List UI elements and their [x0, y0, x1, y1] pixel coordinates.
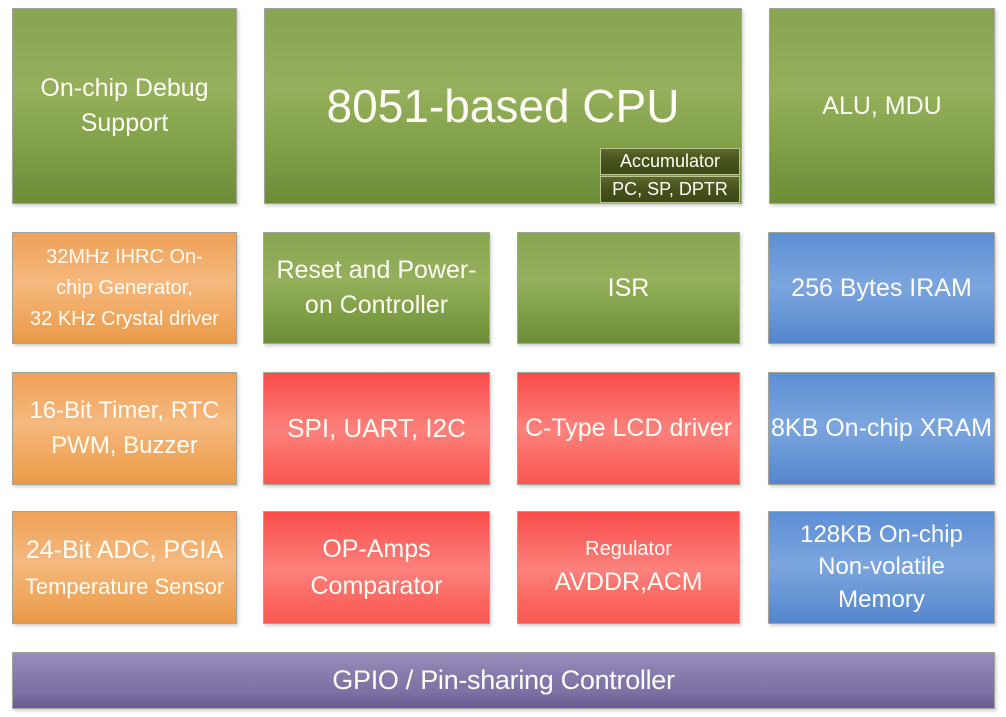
block-label: C-Type LCD driver [525, 414, 732, 442]
block-label-line: 128KB On-chip [800, 520, 963, 548]
block-label-line: chip Generator, [56, 276, 193, 299]
block-nonvolatile-memory: 128KB On-chip Non-volatile Memory [768, 511, 995, 624]
block-label-line: Non-volatile [818, 553, 945, 581]
block-adc-pgia-temp-sensor: 24-Bit ADC, PGIA Temperature Sensor [12, 511, 237, 624]
block-label: GPIO / Pin-sharing Controller [332, 665, 675, 695]
block-label-line: Support [80, 109, 169, 137]
block-opamps-comparator: OP-Amps Comparator [263, 511, 490, 624]
block-xram: 8KB On-chip XRAM [768, 372, 995, 485]
block-label: 8KB On-chip XRAM [771, 414, 992, 442]
block-label-line: Temperature Sensor [24, 573, 225, 599]
block-gpio-pin-sharing-controller: GPIO / Pin-sharing Controller [12, 652, 995, 709]
block-label-line: Comparator [310, 571, 443, 600]
block-alu-mdu: ALU, MDU [769, 8, 995, 204]
block-label-line: Memory [838, 585, 925, 613]
cpu-register-group: Accumulator PC, SP, DPTR [600, 147, 740, 203]
block-lcd-driver: C-Type LCD driver [517, 372, 740, 485]
cpu-title: 8051-based CPU [326, 80, 680, 132]
block-spi-uart-i2c: SPI, UART, I2C [263, 372, 490, 485]
block-iram: 256 Bytes IRAM [768, 232, 995, 344]
block-reset-power-on-controller: Reset and Power- on Controller [263, 232, 490, 344]
block-label-line: 16-Bit Timer, RTC [29, 396, 220, 424]
block-regulator: Regulator AVDDR,ACM [517, 511, 740, 624]
block-label: 256 Bytes IRAM [791, 273, 972, 302]
registers-label: PC, SP, DPTR [612, 179, 728, 199]
block-onchip-debug-support: On-chip Debug Support [12, 8, 237, 204]
block-label: SPI, UART, I2C [287, 413, 466, 443]
block-label-line: On-chip Debug [40, 74, 209, 102]
block-pc-sp-dptr: PC, SP, DPTR [600, 176, 740, 203]
block-label: ALU, MDU [822, 91, 942, 120]
block-label: ISR [607, 273, 650, 302]
block-label-line: 32MHz IHRC On- [46, 245, 203, 268]
block-label-line: OP-Amps [322, 535, 431, 564]
block-oscillator: 32MHz IHRC On- chip Generator, 32 KHz Cr… [12, 232, 237, 344]
block-label-line: Reset and Power- [276, 256, 477, 284]
accumulator-label: Accumulator [619, 151, 721, 171]
block-label-line: PWM, Buzzer [51, 431, 198, 459]
block-isr: ISR [517, 232, 740, 344]
block-label-line: 24-Bit ADC, PGIA [25, 536, 224, 565]
block-label-line: AVDDR,ACM [554, 567, 703, 596]
block-8051-cpu: 8051-based CPU Accumulator PC, SP, DPTR [264, 8, 742, 204]
block-label-line: 32 KHz Crystal driver [30, 307, 219, 330]
block-accumulator: Accumulator [600, 148, 740, 175]
block-label-line: Regulator [585, 537, 672, 560]
block-timer-rtc-pwm-buzzer: 16-Bit Timer, RTC PWM, Buzzer [12, 372, 237, 485]
block-label-line: on Controller [304, 291, 449, 319]
